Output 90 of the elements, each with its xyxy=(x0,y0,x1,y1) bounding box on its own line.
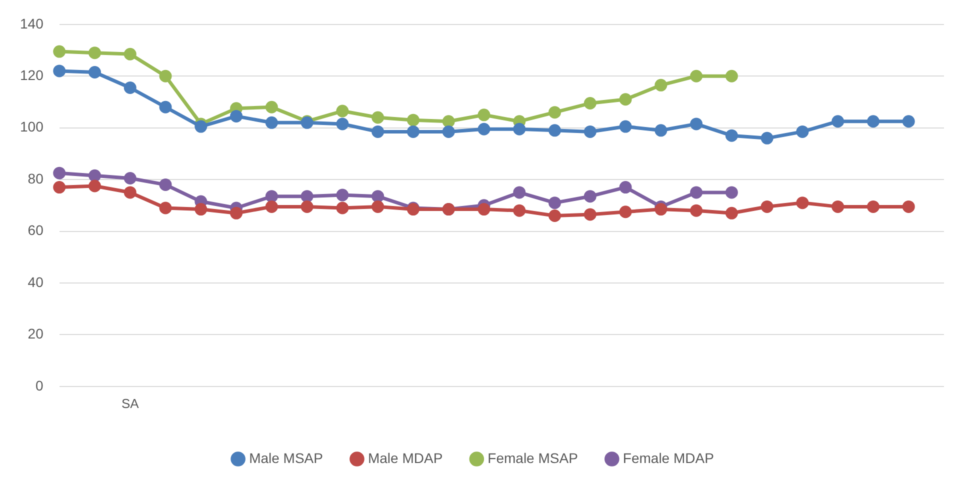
point xyxy=(194,120,208,133)
point xyxy=(372,111,384,124)
point xyxy=(690,186,703,199)
point xyxy=(513,204,526,217)
point xyxy=(760,200,774,213)
point xyxy=(902,200,915,213)
point xyxy=(372,200,384,213)
y-tick-label: 20 xyxy=(28,326,44,342)
y-tick-label: 80 xyxy=(28,170,44,186)
point xyxy=(654,124,668,137)
point xyxy=(124,48,136,60)
point xyxy=(902,115,915,128)
point xyxy=(796,196,809,210)
point xyxy=(265,190,278,203)
legend-label: Female MSAP xyxy=(488,450,578,466)
point xyxy=(796,125,809,138)
point xyxy=(53,166,66,180)
x-tick-label: SA xyxy=(121,396,140,411)
legend-label: Female MDAP xyxy=(622,450,714,466)
point xyxy=(832,200,844,213)
point xyxy=(372,190,384,203)
point xyxy=(619,206,632,218)
point xyxy=(690,204,703,217)
point xyxy=(548,196,562,210)
point xyxy=(725,186,738,199)
point xyxy=(725,129,738,142)
point xyxy=(760,132,774,144)
point xyxy=(548,209,562,222)
point xyxy=(265,100,278,114)
y-tick-label: 60 xyxy=(28,222,44,238)
point xyxy=(513,122,526,136)
point xyxy=(88,169,101,182)
y-tick-label: 40 xyxy=(28,274,44,290)
point xyxy=(88,46,101,60)
y-tick-label: 120 xyxy=(20,66,44,83)
point xyxy=(619,93,632,106)
point xyxy=(584,97,596,110)
point xyxy=(300,190,314,203)
point xyxy=(336,118,349,130)
point xyxy=(584,190,596,203)
point xyxy=(619,120,632,133)
point xyxy=(300,200,314,213)
point xyxy=(336,202,349,214)
point xyxy=(265,200,278,213)
point xyxy=(584,208,596,221)
y-tick-label: 100 xyxy=(20,118,44,135)
point xyxy=(124,186,136,199)
point xyxy=(478,122,490,136)
point xyxy=(654,78,668,92)
point xyxy=(832,115,844,128)
point xyxy=(159,202,172,214)
point xyxy=(619,181,632,194)
point xyxy=(53,64,66,78)
point xyxy=(513,186,526,199)
y-tick-label: 0 xyxy=(36,377,44,394)
point xyxy=(406,114,420,126)
point xyxy=(548,106,562,119)
point xyxy=(194,203,208,216)
point xyxy=(548,124,562,137)
point xyxy=(584,125,596,138)
point xyxy=(478,203,490,216)
point xyxy=(53,45,66,58)
point xyxy=(690,70,703,82)
legend-label: Male MDAP xyxy=(368,450,443,466)
point xyxy=(406,125,420,138)
point xyxy=(690,118,703,130)
point xyxy=(372,125,384,138)
point xyxy=(159,178,172,191)
point xyxy=(265,116,278,129)
point xyxy=(725,70,738,82)
point xyxy=(442,115,455,128)
y-tick-label: 140 xyxy=(20,15,44,32)
point xyxy=(159,100,172,114)
point xyxy=(53,181,66,194)
legend-label: Male MSAP xyxy=(249,450,323,466)
point xyxy=(230,110,243,122)
point xyxy=(124,82,136,94)
point xyxy=(336,188,349,202)
point xyxy=(159,70,172,82)
point xyxy=(336,104,349,118)
point xyxy=(88,66,101,78)
point xyxy=(725,206,738,220)
point xyxy=(442,125,455,138)
point xyxy=(88,180,101,192)
point xyxy=(866,200,880,213)
point xyxy=(478,108,490,122)
point xyxy=(866,115,880,128)
point xyxy=(654,203,668,216)
point xyxy=(124,172,136,184)
point xyxy=(230,206,243,220)
